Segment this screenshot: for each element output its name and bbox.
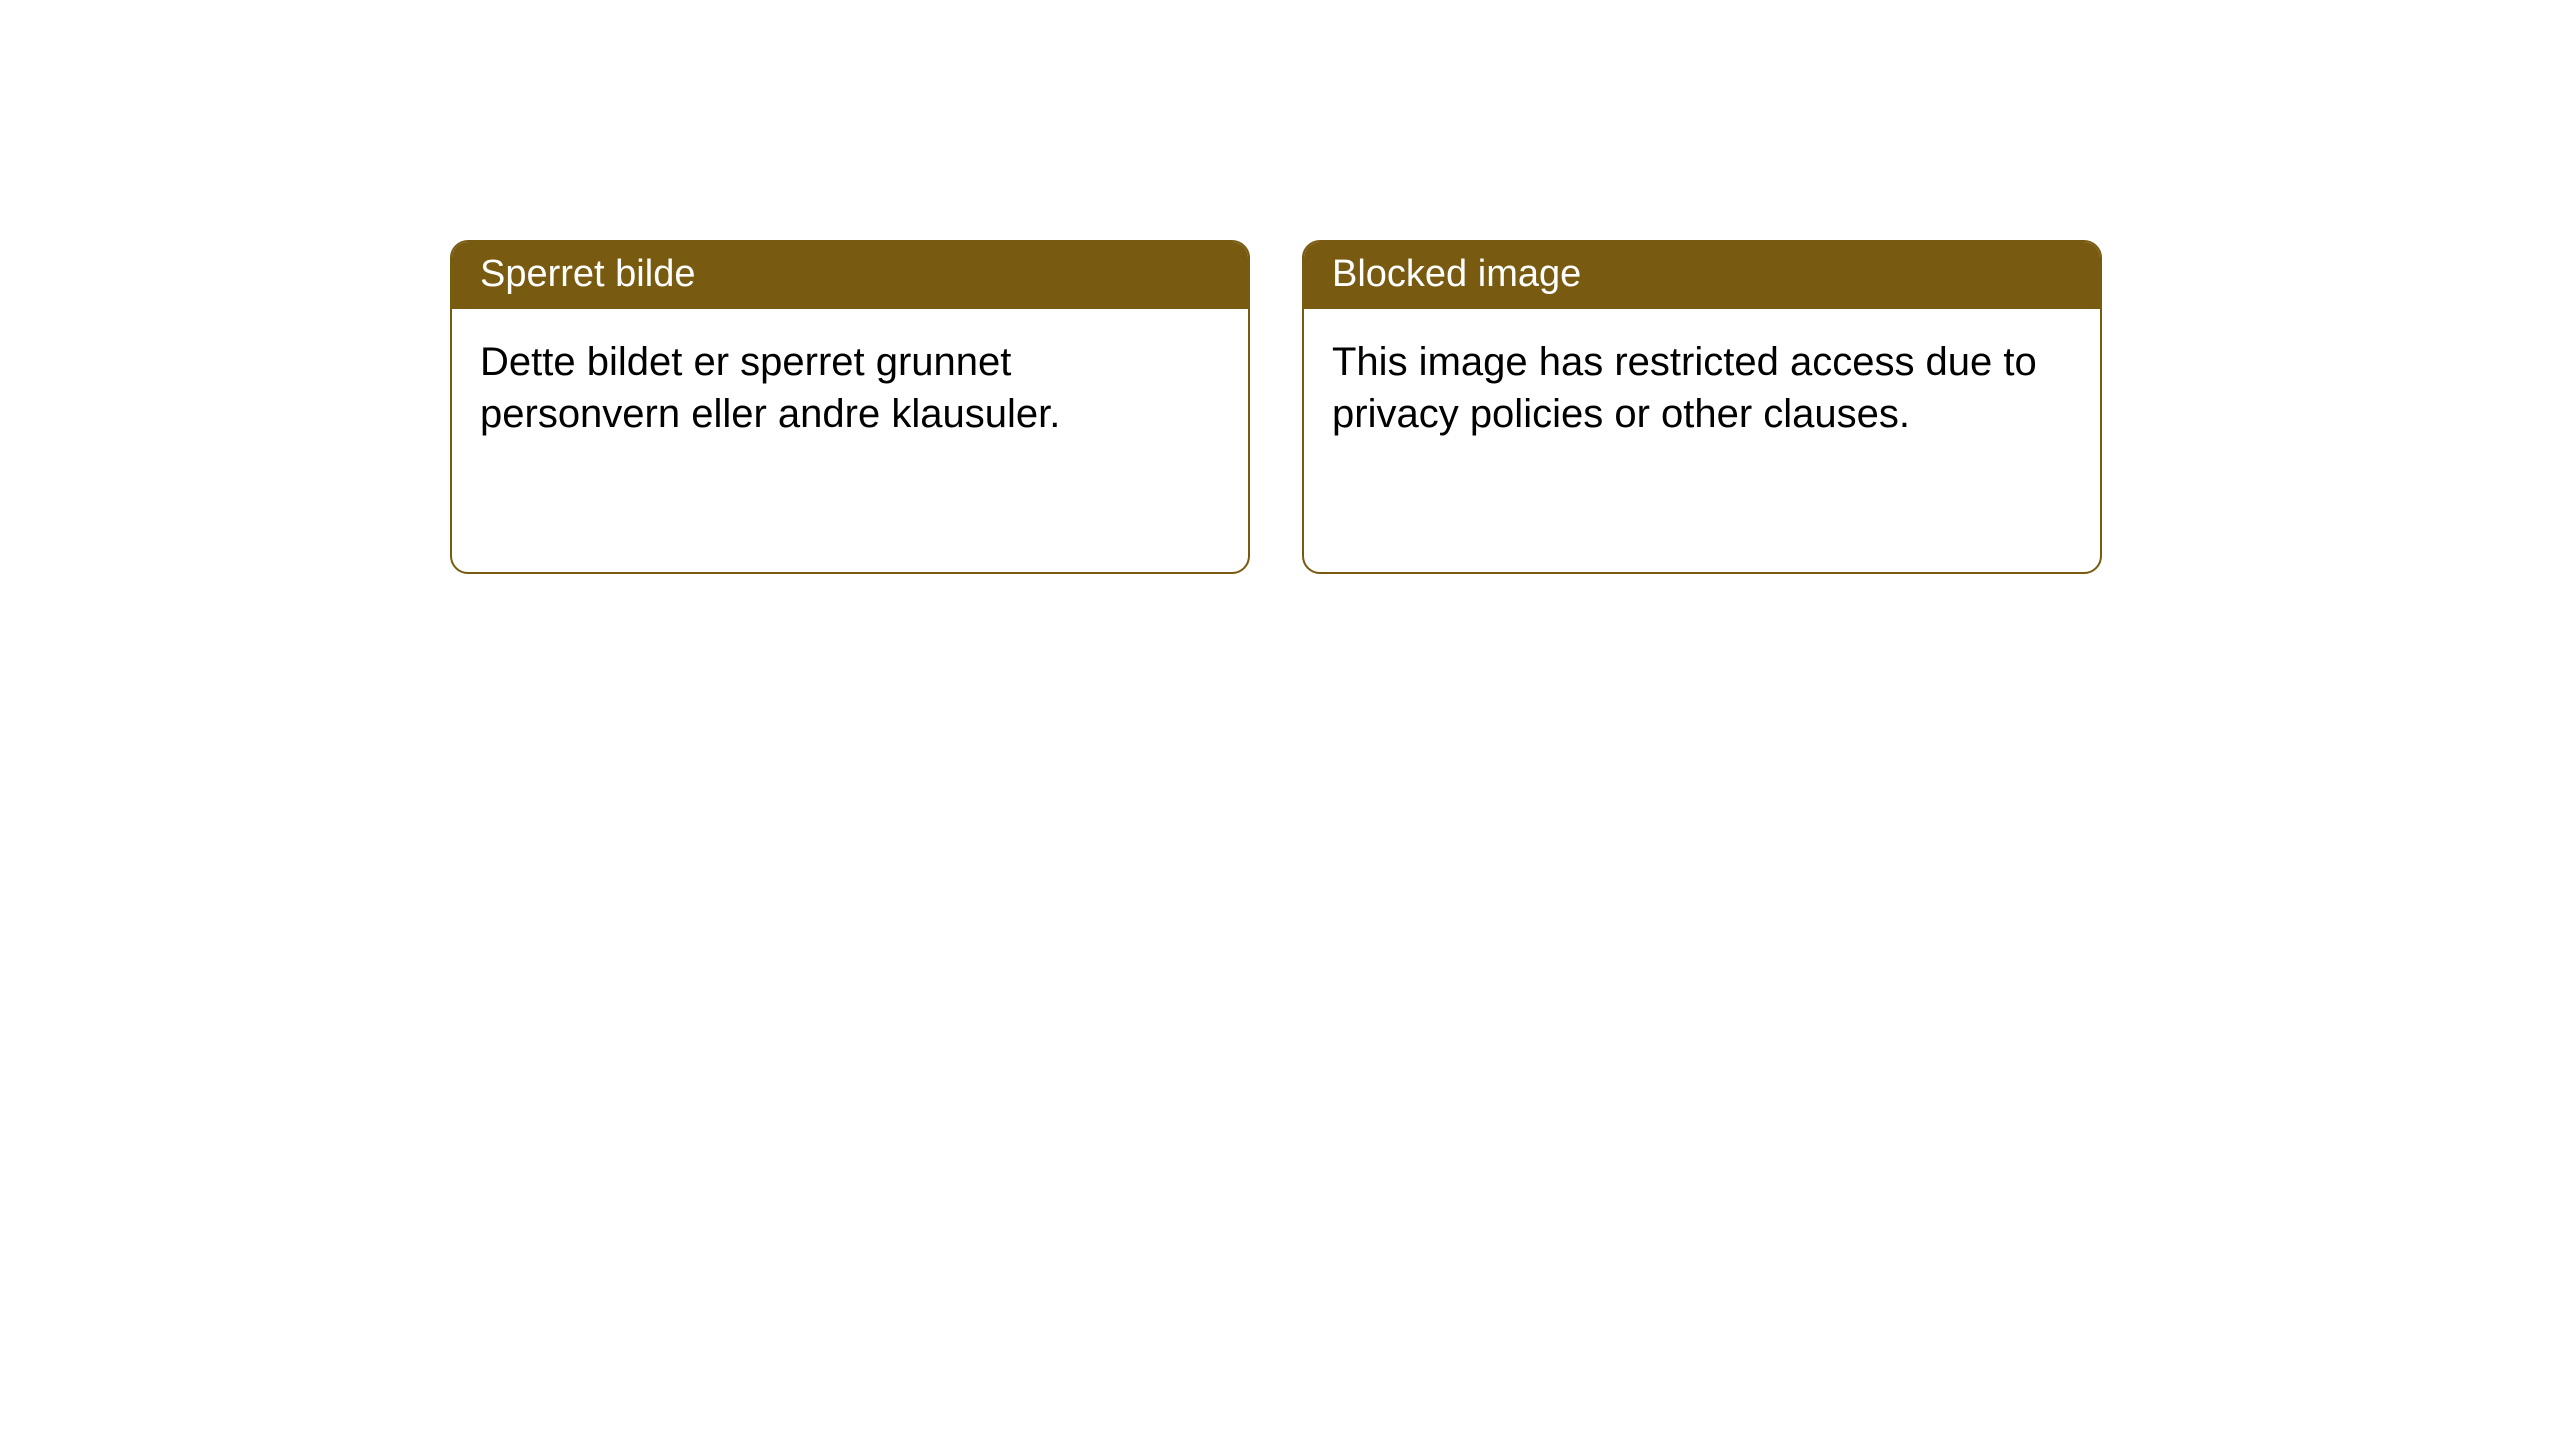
blocked-image-card-no: Sperret bilde Dette bildet er sperret gr… bbox=[450, 240, 1250, 574]
card-header-en: Blocked image bbox=[1304, 242, 2100, 309]
blocked-image-card-en: Blocked image This image has restricted … bbox=[1302, 240, 2102, 574]
card-body-en: This image has restricted access due to … bbox=[1304, 309, 2100, 467]
card-body-no: Dette bildet er sperret grunnet personve… bbox=[452, 309, 1248, 467]
cards-container: Sperret bilde Dette bildet er sperret gr… bbox=[0, 0, 2560, 574]
card-header-no: Sperret bilde bbox=[452, 242, 1248, 309]
